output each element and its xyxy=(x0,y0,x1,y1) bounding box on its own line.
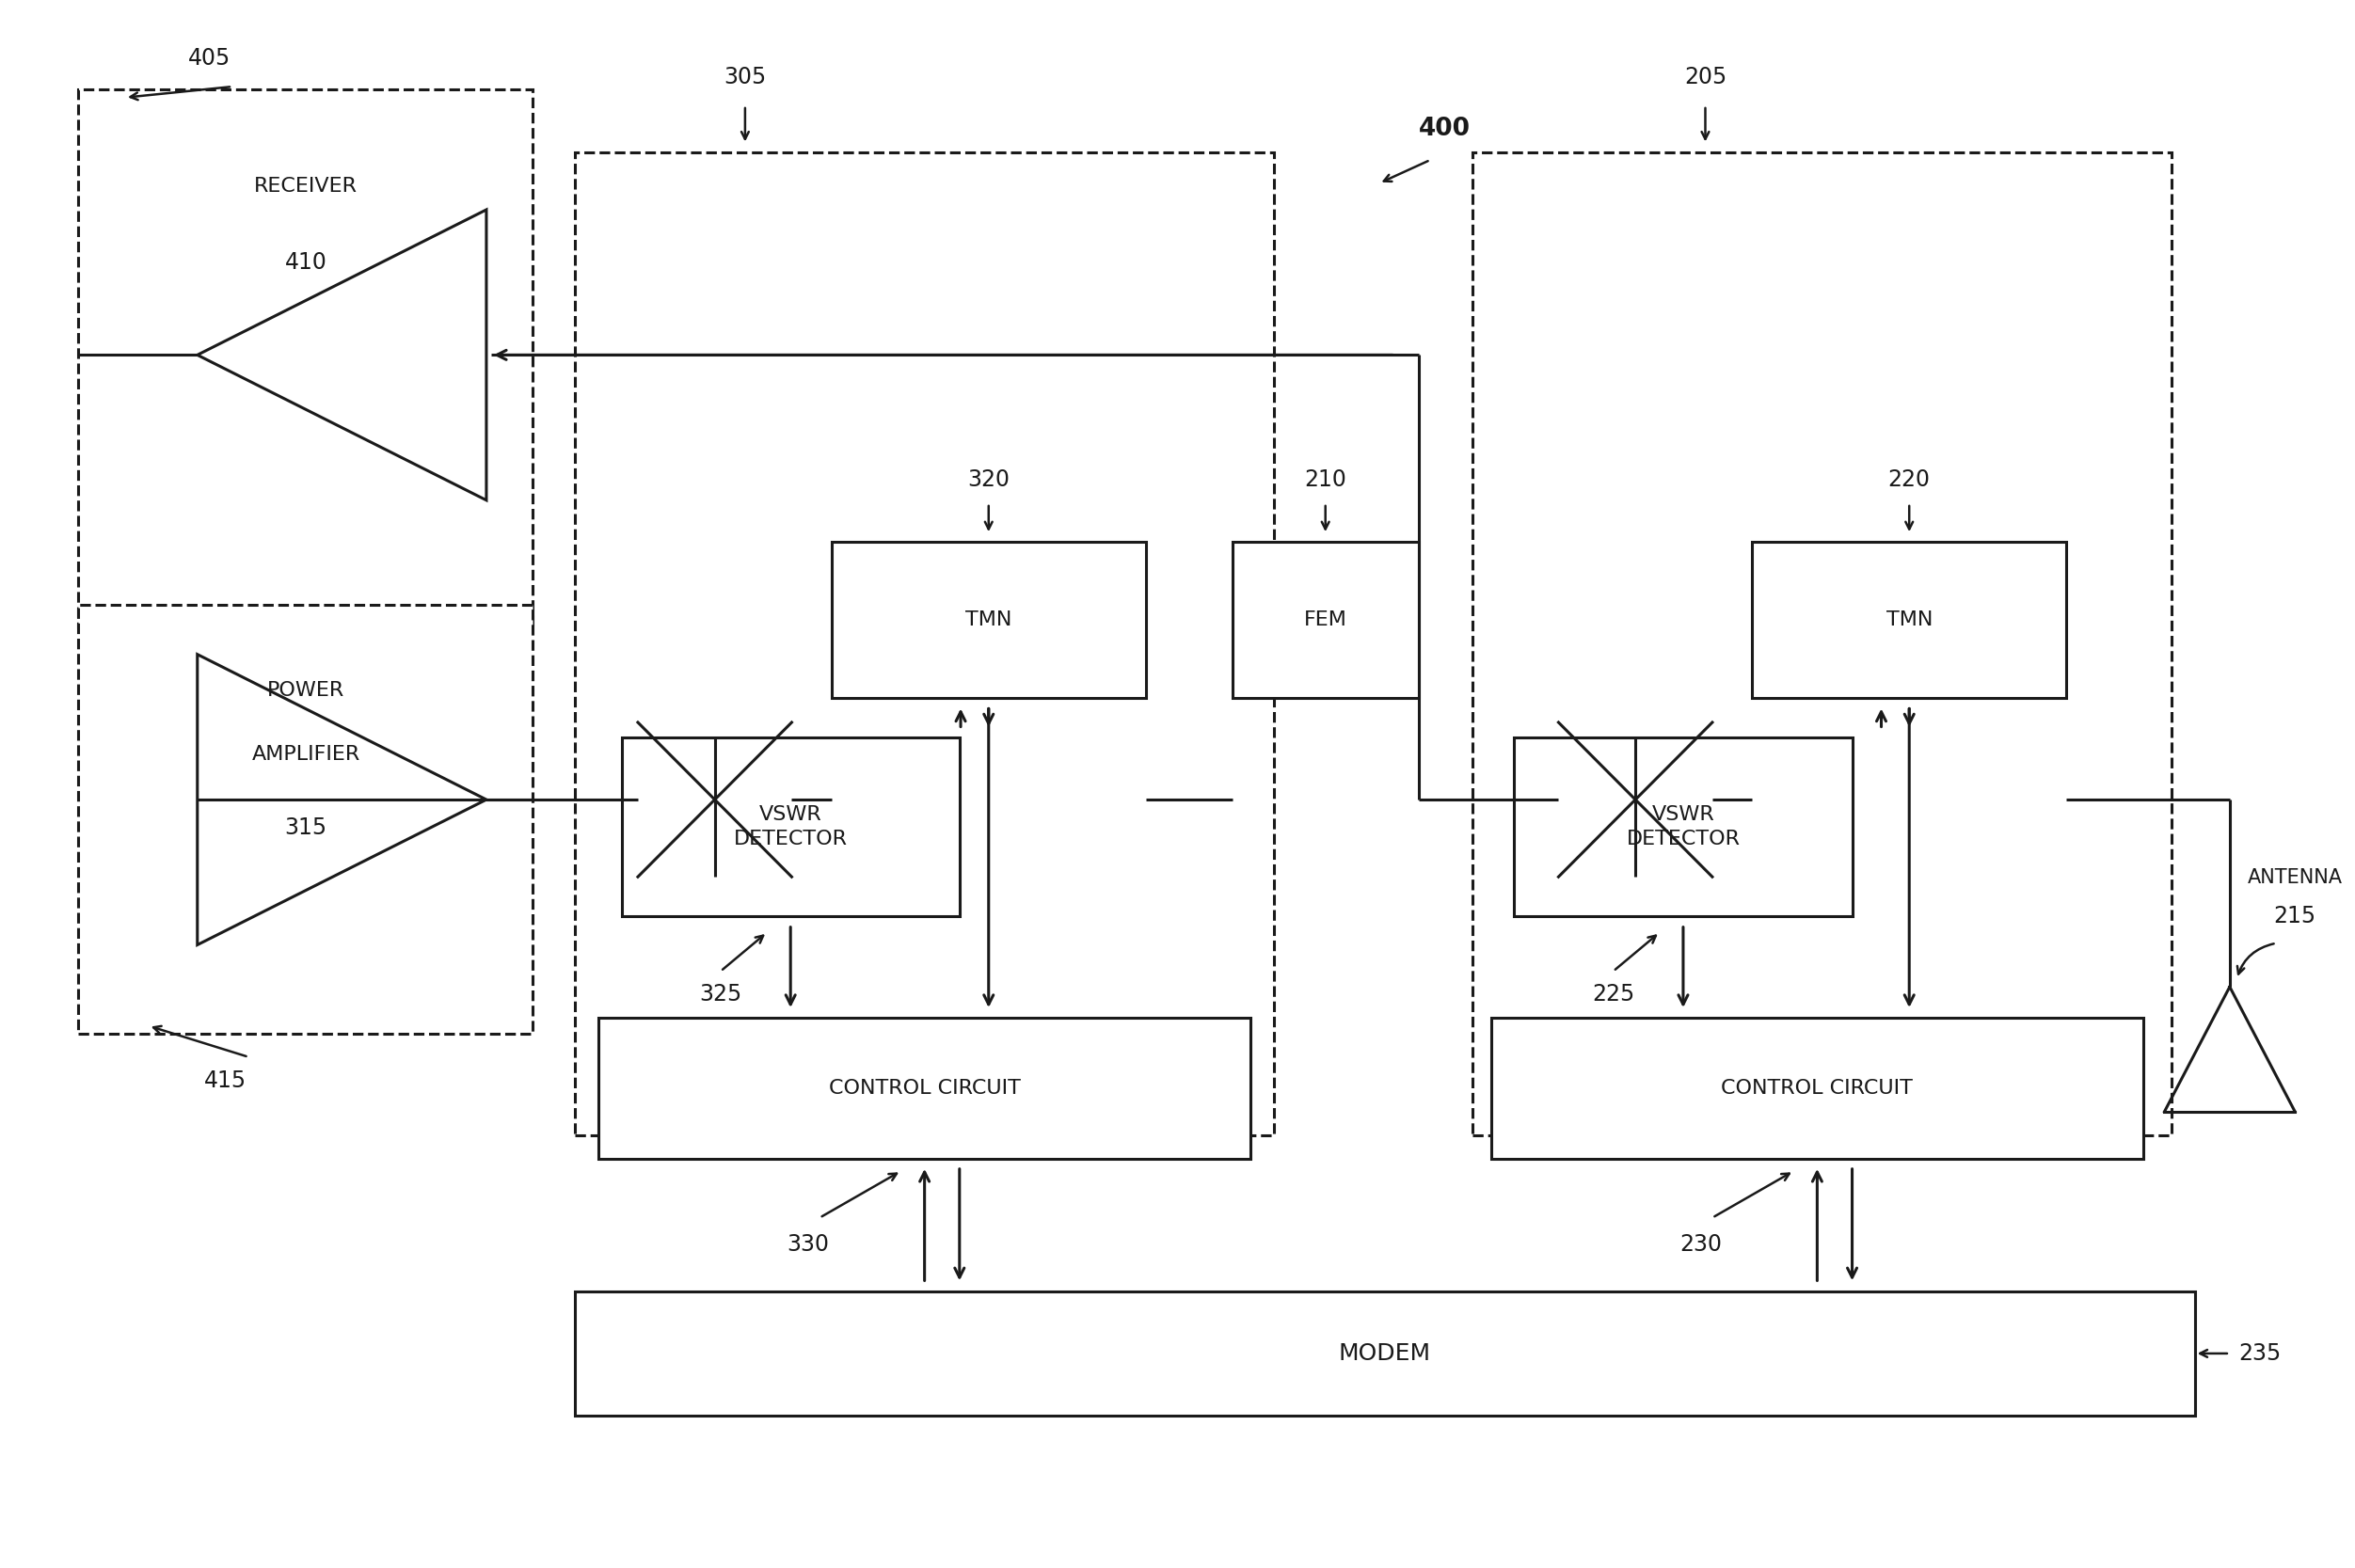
Bar xyxy=(598,1018,1251,1159)
Text: VSWR
DETECTOR: VSWR DETECTOR xyxy=(1627,804,1740,848)
Text: FEM: FEM xyxy=(1305,612,1347,630)
Text: 235: 235 xyxy=(2240,1342,2282,1364)
Text: 320: 320 xyxy=(968,469,1010,491)
Text: VSWR
DETECTOR: VSWR DETECTOR xyxy=(735,804,848,848)
Text: CONTROL CIRCUIT: CONTROL CIRCUIT xyxy=(1722,1079,1912,1098)
Bar xyxy=(1514,737,1851,917)
Text: 230: 230 xyxy=(1679,1232,1722,1256)
Text: AMPLIFIER: AMPLIFIER xyxy=(252,745,360,764)
Text: 215: 215 xyxy=(2273,905,2317,928)
Bar xyxy=(1752,543,2068,698)
Bar xyxy=(1491,1018,2143,1159)
Bar xyxy=(831,543,1147,698)
Bar xyxy=(622,737,958,917)
Text: 315: 315 xyxy=(285,817,327,839)
Text: 415: 415 xyxy=(205,1069,247,1091)
Text: CONTROL CIRCUIT: CONTROL CIRCUIT xyxy=(829,1079,1020,1098)
Text: MODEM: MODEM xyxy=(1338,1342,1432,1364)
Text: 225: 225 xyxy=(1592,983,1634,1007)
Text: ANTENNA: ANTENNA xyxy=(2247,869,2343,887)
Text: 410: 410 xyxy=(285,251,327,273)
Text: 405: 405 xyxy=(188,47,231,71)
Bar xyxy=(78,89,532,627)
Text: RECEIVER: RECEIVER xyxy=(254,177,358,196)
Text: 210: 210 xyxy=(1305,469,1347,491)
Bar xyxy=(575,152,1274,1135)
Text: 325: 325 xyxy=(699,983,742,1007)
Text: TMN: TMN xyxy=(1886,612,1933,630)
Bar xyxy=(1232,543,1418,698)
Bar xyxy=(575,1290,2195,1416)
Bar xyxy=(78,605,532,1033)
Text: 205: 205 xyxy=(1684,66,1726,88)
Bar xyxy=(1472,152,2171,1135)
Text: POWER: POWER xyxy=(266,681,344,699)
Text: 400: 400 xyxy=(1418,116,1470,141)
Text: 305: 305 xyxy=(723,66,765,88)
Text: TMN: TMN xyxy=(966,612,1013,630)
Text: 330: 330 xyxy=(787,1232,829,1256)
Text: 220: 220 xyxy=(1889,469,1931,491)
